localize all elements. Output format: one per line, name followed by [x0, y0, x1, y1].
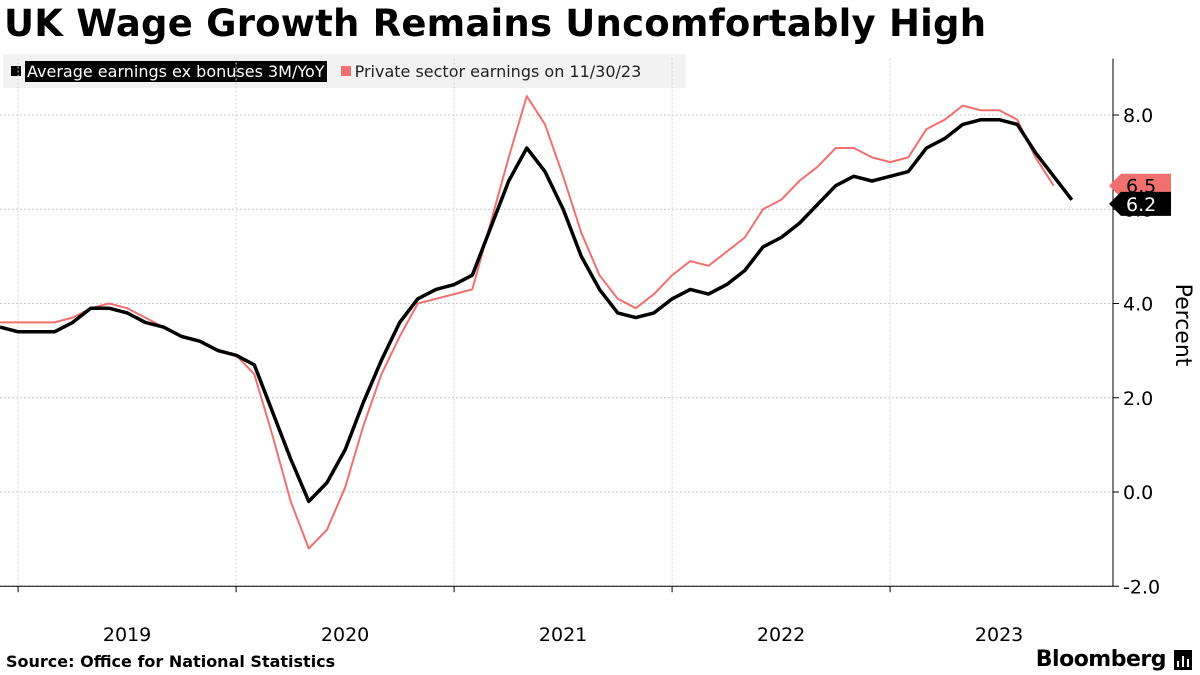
bloomberg-logo-icon: [1174, 650, 1192, 670]
y-tick-label: 8.0: [1123, 105, 1153, 127]
series-line-average-earnings: [0, 117, 1074, 504]
end-labels: 6.56.2: [1109, 173, 1171, 216]
series-line-private-sector: [0, 95, 1055, 550]
x-tick-label: 2023: [975, 624, 1023, 646]
legend-item-private-sector: Private sector earnings on 11/30/23: [340, 61, 642, 81]
x-tick-label: 2019: [103, 624, 151, 646]
end-label-average-earnings-text: 6.2: [1126, 194, 1156, 216]
chart-legend: Average earnings ex bonuses 3M/YoY Priva…: [3, 54, 686, 88]
y-tick-label: 2.0: [1123, 388, 1153, 410]
y-axis-label: Percent: [1170, 284, 1195, 367]
y-tick-label: 0.0: [1123, 482, 1153, 504]
brand-name: Bloomberg: [1035, 647, 1167, 672]
end-label-private-sector-box: [1109, 173, 1171, 198]
chart-title: UK Wage Growth Remains Uncomfortably Hig…: [4, 2, 987, 45]
x-tick-label: 2022: [757, 624, 805, 646]
end-label-average-earnings: 6.2: [1109, 191, 1171, 216]
legend-label-private-sector: Private sector earnings on 11/30/23: [354, 61, 642, 81]
legend-label-average-earnings: Average earnings ex bonuses 3M/YoY: [25, 60, 327, 82]
y-tick-label: 4.0: [1123, 294, 1153, 316]
x-tick-label: 2021: [539, 624, 587, 646]
legend-swatch-average-earnings: [11, 66, 21, 76]
legend-item-average-earnings: Average earnings ex bonuses 3M/YoY: [11, 60, 327, 82]
end-label-average-earnings-box: [1109, 191, 1171, 216]
source-note: Source: Office for National Statistics: [6, 652, 336, 671]
series-lines: [0, 95, 1074, 550]
x-tick-label: 2020: [321, 624, 369, 646]
y-tick-label: -2.0: [1123, 576, 1160, 598]
legend-swatch-private-sector: [340, 66, 351, 76]
